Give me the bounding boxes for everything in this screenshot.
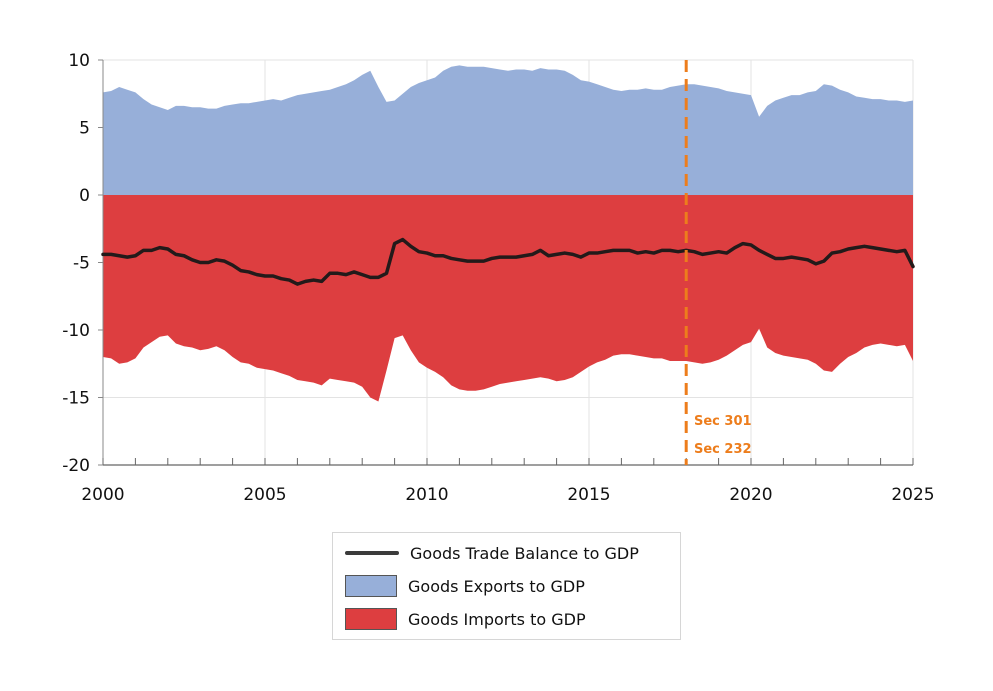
y-tick-label: -5 xyxy=(73,254,90,274)
line-trade-balance xyxy=(101,237,915,286)
x-tick-label: 2005 xyxy=(243,485,286,505)
y-tick-label: 0 xyxy=(79,186,90,206)
x-tick-label: 2015 xyxy=(567,485,610,505)
legend-swatch-exports xyxy=(345,575,397,597)
annotation-label-sec232: Sec 232 xyxy=(694,442,752,457)
x-tick-label: 2020 xyxy=(729,485,772,505)
y-tick-label: -10 xyxy=(62,321,90,341)
line-series xyxy=(101,237,915,286)
area-series xyxy=(103,65,913,402)
legend-item-trade-balance: Goods Trade Balance to GDP xyxy=(345,541,639,565)
legend-item-imports: Goods Imports to GDP xyxy=(345,607,586,631)
x-tick-label: 2025 xyxy=(891,485,934,505)
axes xyxy=(98,59,914,466)
area-exports xyxy=(103,65,913,196)
x-tick-label: 2010 xyxy=(405,485,448,505)
y-tick-label: -20 xyxy=(62,456,90,476)
y-tick-label: -15 xyxy=(62,389,90,409)
legend-label-trade-balance: Goods Trade Balance to GDP xyxy=(410,543,639,563)
annotation-label-sec301: Sec 301 xyxy=(694,414,752,429)
x-tick-label: 2000 xyxy=(81,485,124,505)
area-imports xyxy=(103,195,913,402)
legend: Goods Trade Balance to GDP Goods Exports… xyxy=(332,532,681,640)
y-tick-label: 10 xyxy=(68,51,90,71)
tick-labels: 10 5 0 -5 -10 -15 -20 2000 2005 2010 2015 2020 2025 xyxy=(62,51,934,505)
legend-label-imports: Goods Imports to GDP xyxy=(408,609,586,629)
legend-swatch-imports xyxy=(345,608,397,630)
y-tick-label: 5 xyxy=(79,119,90,139)
legend-item-exports: Goods Exports to GDP xyxy=(345,574,585,598)
legend-label-exports: Goods Exports to GDP xyxy=(408,576,585,596)
legend-swatch-trade-balance xyxy=(345,551,399,555)
annotation: Sec 301 Sec 232 xyxy=(684,60,752,465)
